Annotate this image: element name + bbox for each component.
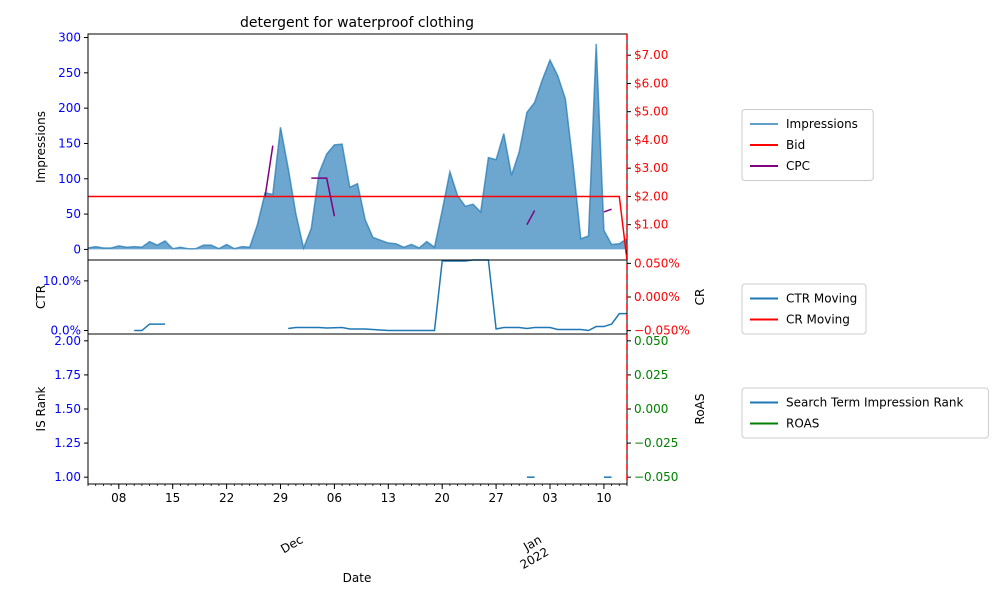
right-tick-label-isrank: 0.000 [634,402,668,416]
cpc-line-2 [526,210,536,226]
y-tick-label-impressions: 150 [58,136,81,150]
legend-box [741,283,867,335]
right-tick-label-isrank: −0.050 [634,470,678,484]
x-tick-label: 20 [435,491,450,505]
right-axis-label-isrank: RoAS [693,394,707,425]
right-tick-label-isrank: 0.025 [634,368,668,382]
x-tick-label: 10 [596,491,611,505]
legend-label: ROAS [786,417,819,431]
panel-isrank: 1.00 1.25 1.50 1.75 2.00 IS Rank −0.050 −0.025 0… [34,333,989,485]
ctr-moving-line-0 [134,323,165,332]
y-axis-label-ctr: CTR [34,285,48,309]
right-tick-label-impressions: $7.00 [634,48,668,62]
y-tick-label-impressions: 0 [73,242,81,256]
right-tick-label-impressions: $1.00 [634,218,668,232]
y-tick-label-impressions: 50 [66,207,81,221]
x-month-label: Jan2022 [511,532,551,572]
cpc-line-0 [264,145,274,197]
x-axis-label: Date [343,571,372,585]
panel-frame-isrank [87,333,628,485]
x-tick-label: 29 [273,491,288,505]
y-tick-label-impressions: 300 [58,31,81,45]
right-tick-label-impressions: $2.00 [634,189,668,203]
x-tick-label: 06 [327,491,342,505]
legend-impressions: Impressions Bid CPC [741,109,874,181]
panel-ctr: 0.0% 10.0%CTR −0.050% 0.000% 0.050% CR CTR Mov… [34,256,867,338]
legend-label: Search Term Impression Rank [786,396,963,410]
right-tick-label-impressions: $3.00 [634,161,668,175]
y-tick-label-ctr: 10.0% [43,274,81,288]
chart-title: detergent for waterproof clothing [240,15,474,31]
right-tick-label-isrank: −0.025 [634,436,678,450]
y-tick-label-impressions: 100 [58,172,81,186]
panel-frame-ctr [87,259,628,335]
y-tick-label-isrank: 1.75 [54,368,81,382]
x-tick-label: 27 [488,491,503,505]
x-month-label: Dec [278,532,305,556]
x-month-label-line: Dec [278,532,305,556]
right-tick-label-impressions: $5.00 [634,105,668,119]
right-tick-label-impressions: $6.00 [634,76,668,90]
x-tick-label: 03 [542,491,557,505]
impressions-area [88,43,627,250]
cpc-line-3 [603,208,612,213]
legend-ctr: CTR Moving CR Moving [741,283,867,335]
cpc-line-1 [311,177,336,217]
legend-label: Bid [786,138,805,152]
y-tick-label-impressions: 250 [58,66,81,80]
y-tick-label-isrank: 1.00 [54,470,81,484]
y-tick-label-isrank: 1.50 [54,402,81,416]
legend-box [741,387,989,439]
legend-label: CTR Moving [786,292,857,306]
panel-impressions: 0 50 100 150 200 250 300 Impressions $1.00 $2.00 $… [34,31,874,261]
x-tick-label: 15 [165,491,180,505]
right-tick-label-ctr: 0.000% [634,290,680,304]
right-tick-label-ctr: −0.050% [634,324,690,338]
y-tick-label-ctr: 0.0% [51,324,82,338]
legend-isrank: Search Term Impression Rank ROAS [741,387,989,439]
y-axis-label-impressions: Impressions [34,111,48,183]
legend-label: Impressions [786,117,858,131]
x-tick-label: 22 [219,491,234,505]
x-axis: 08 15 22 29 06 13 20 27 03 10 Dec Jan2022 [87,484,628,572]
right-tick-label-impressions: $4.00 [634,133,668,147]
y-axis-label-isrank: IS Rank [34,386,48,431]
right-tick-label-isrank: 0.050 [634,334,668,348]
x-tick-label: 08 [111,491,126,505]
impressions-line [87,43,628,251]
right-axis-label-ctr: CR [693,289,707,306]
y-tick-label-isrank: 1.25 [54,436,81,450]
legend-label: CPC [786,159,810,173]
ctr-moving-line-1 [288,259,627,332]
legend-box [741,109,874,181]
legend-label: CR Moving [786,313,850,327]
right-tick-label-ctr: 0.050% [634,256,680,270]
x-tick-label: 13 [381,491,396,505]
y-tick-label-isrank: 2.00 [54,334,81,348]
y-tick-label-impressions: 200 [58,101,81,115]
